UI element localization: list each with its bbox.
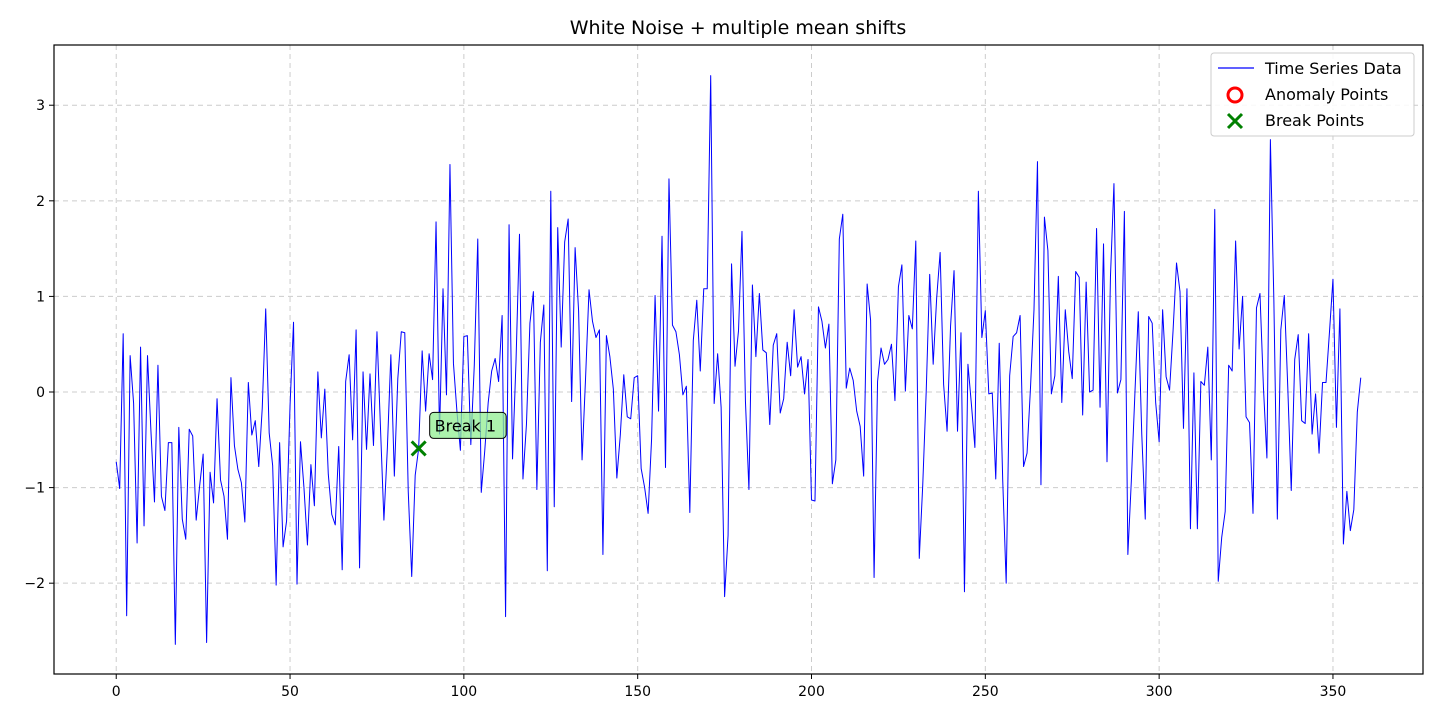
x-tick-label: 150 bbox=[624, 684, 651, 700]
y-tick-label: −1 bbox=[24, 481, 45, 497]
chart-title: White Noise + multiple mean shifts bbox=[570, 17, 906, 39]
x-tick-label: 350 bbox=[1320, 684, 1347, 700]
break-label-box bbox=[429, 411, 507, 439]
legend-label-time-series: Time Series Data bbox=[1264, 59, 1402, 78]
break-label: Break 1 bbox=[435, 416, 496, 435]
x-tick-label: 50 bbox=[281, 684, 299, 700]
legend: Time Series Data Anomaly Points Break Po… bbox=[1210, 52, 1415, 137]
legend-label-anomaly: Anomaly Points bbox=[1265, 85, 1388, 104]
x-tick-label: 250 bbox=[972, 684, 999, 700]
y-tick-label: 0 bbox=[36, 385, 45, 401]
grid-lines bbox=[54, 45, 1423, 674]
marker-layer: Break 1 bbox=[410, 411, 507, 457]
y-tick-label: −2 bbox=[24, 576, 45, 592]
x-tick-label: 300 bbox=[1146, 684, 1173, 700]
x-tick-label: 100 bbox=[450, 684, 477, 700]
x-axis-ticks: 0 50 100 150 200 250 300 350 bbox=[112, 674, 1347, 700]
x-tick-label: 0 bbox=[112, 684, 121, 700]
y-tick-label: 2 bbox=[36, 194, 45, 210]
plot-frame bbox=[53, 44, 1424, 675]
x-tick-label: 200 bbox=[798, 684, 825, 700]
legend-label-break: Break Points bbox=[1265, 111, 1364, 130]
y-axis-ticks: −2 −1 0 1 2 3 bbox=[24, 98, 54, 592]
time-series-line bbox=[115, 75, 1362, 645]
legend-break-swatch bbox=[1226, 112, 1244, 130]
legend-frame bbox=[1210, 52, 1415, 137]
plot-area bbox=[115, 75, 1362, 645]
y-tick-label: 3 bbox=[36, 98, 45, 114]
legend-anomaly-swatch bbox=[1226, 86, 1244, 104]
y-tick-label: 1 bbox=[36, 289, 45, 305]
break-point-marker bbox=[410, 440, 427, 457]
